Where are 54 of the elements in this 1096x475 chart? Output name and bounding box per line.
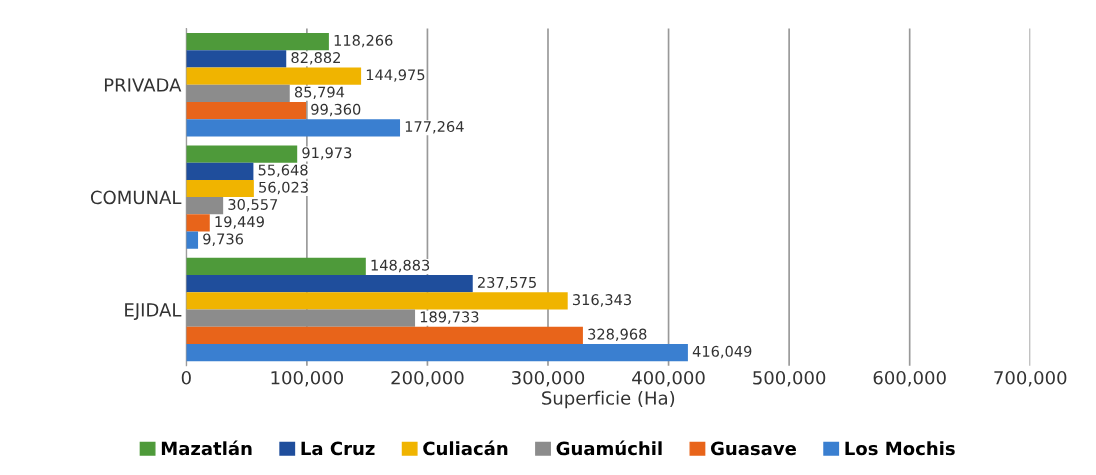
data-label: 19,449: [215, 216, 264, 229]
x-axis-title: Superficie (Ha): [542, 390, 675, 409]
y-tick-label: COMUNAL: [90, 190, 182, 205]
data-label: 189,733: [420, 311, 479, 324]
x-tick-label: 600,000: [873, 370, 946, 387]
data-label: 85,794: [294, 86, 345, 100]
bar: [186, 275, 473, 293]
data-label: 118,266: [334, 34, 393, 48]
data-label: 237,575: [477, 276, 536, 290]
bar: [186, 257, 366, 276]
x-tick-label: 700,000: [994, 370, 1067, 387]
legend-label: La Cruz: [301, 441, 375, 456]
data-label: 55,648: [258, 164, 308, 177]
data-label: 328,968: [588, 328, 647, 342]
data-label: 82,882: [291, 52, 340, 65]
legend-label: Mazatlán: [161, 440, 252, 456]
bar: [186, 162, 254, 180]
bar: [186, 309, 416, 327]
bar: [186, 119, 401, 137]
data-label: 99,360: [311, 103, 361, 117]
x-tick-label: 300,000: [512, 370, 585, 387]
bar: [186, 101, 307, 120]
bar: [186, 292, 568, 310]
bar: [186, 197, 224, 215]
bar: [186, 344, 688, 362]
bar: [186, 231, 199, 249]
legend-label: Culiacán: [423, 440, 508, 456]
data-label: 177,264: [405, 121, 464, 134]
x-tick-label: 0: [181, 370, 191, 385]
bar: [186, 179, 254, 198]
x-tick-label: 200,000: [391, 370, 464, 387]
legend-label: Guasave: [710, 441, 797, 456]
bar: [186, 326, 583, 345]
bar: [186, 84, 290, 102]
data-label: 316,343: [572, 294, 632, 307]
bar: [186, 33, 329, 51]
data-label: 30,557: [228, 198, 278, 212]
x-tick-label: 500,000: [753, 370, 826, 387]
bar: [186, 145, 298, 163]
bar: [186, 67, 362, 85]
data-label: 56,023: [259, 181, 308, 195]
legend-label: Guamúchil: [556, 440, 662, 456]
bar: [186, 214, 210, 232]
data-label: 9,736: [203, 233, 244, 246]
data-label: 91,973: [302, 147, 352, 160]
y-tick-label: PRIVADA: [104, 78, 182, 92]
x-tick-label: 400,000: [632, 370, 705, 387]
bar: [186, 50, 287, 68]
y-tick-label: EJIDAL: [125, 303, 182, 321]
x-tick-label: 100,000: [271, 370, 344, 387]
data-label: 416,049: [692, 345, 752, 359]
legend-label: Los Mochis: [845, 441, 955, 456]
data-label: 144,975: [366, 69, 425, 82]
data-label: 148,883: [371, 259, 430, 273]
